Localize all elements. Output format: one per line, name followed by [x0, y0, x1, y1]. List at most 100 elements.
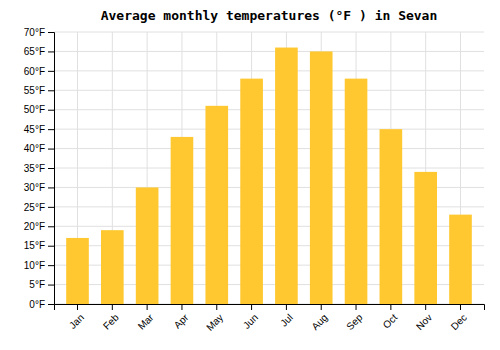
y-tick: 45°F: [24, 124, 54, 135]
grid-line-y: [54, 51, 484, 52]
x-tick: Sep: [344, 304, 365, 332]
y-tick-label: 10°F: [24, 260, 45, 271]
y-tick: 50°F: [24, 104, 54, 115]
x-tick-label: Aug: [309, 312, 329, 332]
grid-line-y: [54, 168, 484, 169]
x-axis: Jan Feb Mar Apr May Jun Jul Aug Sep Oct Nov Dec: [55, 304, 485, 333]
y-tick: 25°F: [24, 202, 54, 213]
y-tick: 10°F: [24, 260, 54, 271]
bars: [66, 48, 472, 304]
x-tick-mark: [356, 304, 357, 310]
y-tick-label: 0°F: [29, 299, 45, 310]
y-tick: 0°F: [29, 299, 54, 310]
x-tick: Apr: [172, 304, 191, 331]
bar: [380, 129, 403, 304]
y-tick-label: 55°F: [24, 85, 45, 96]
y-tick: 15°F: [24, 240, 54, 251]
x-tick: Aug: [309, 304, 329, 332]
grid-line-y: [54, 129, 484, 130]
x-tick-mark: [251, 304, 252, 310]
grid-line-y: [54, 32, 484, 33]
x-tick: May: [204, 304, 225, 333]
y-tick-mark: [48, 90, 54, 91]
x-tick: Nov: [414, 304, 434, 332]
y-axis: 0°F 5°F 10°F 15°F 20°F 25°F 30°F 35°F 40°F 45°F 50…: [24, 27, 55, 310]
chart-container: 0°F 5°F 10°F 15°F 20°F 25°F 30°F 35°F 40°F 45°F 50…: [0, 0, 500, 350]
y-tick-label: 65°F: [24, 46, 45, 57]
y-tick-mark: [48, 110, 54, 111]
y-tick-mark: [48, 226, 54, 227]
x-tick: Oct: [381, 304, 400, 331]
bar: [136, 187, 159, 304]
grid-line-y: [54, 70, 484, 71]
x-tick-mark: [425, 304, 426, 310]
y-tick-label: 35°F: [24, 163, 45, 174]
y-axis-line: [48, 33, 55, 305]
y-tick-mark: [48, 285, 54, 286]
x-tick-mark: [216, 304, 217, 310]
x-tick: Jul: [278, 304, 295, 329]
chart-svg: 0°F 5°F 10°F 15°F 20°F 25°F 30°F 35°F 40°F 45°F 50…: [0, 0, 500, 350]
x-tick-label: Feb: [101, 311, 121, 331]
grid-line-y: [54, 90, 484, 91]
bar: [414, 172, 437, 304]
x-tick-mark: [460, 304, 461, 310]
y-tick-mark: [48, 207, 54, 208]
x-tick-label: Dec: [449, 312, 469, 332]
x-tick: Dec: [449, 304, 469, 332]
x-tick-label: Apr: [172, 311, 191, 330]
y-tick-label: 15°F: [24, 240, 45, 251]
x-tick-label: Jul: [278, 312, 295, 329]
chart-title: Average monthly temperatures (°F ) in Se…: [101, 8, 438, 23]
y-tick-label: 25°F: [24, 202, 45, 213]
grid: [54, 32, 484, 304]
bar: [310, 51, 333, 304]
x-tick-label: Nov: [414, 312, 434, 332]
y-tick: 35°F: [24, 163, 54, 174]
x-tick: Mar: [136, 304, 156, 332]
y-tick-mark: [48, 51, 54, 52]
x-tick: Feb: [101, 304, 121, 332]
x-tick-mark: [77, 304, 78, 310]
y-tick-mark: [48, 168, 54, 169]
bar: [205, 106, 228, 304]
y-tick: 65°F: [24, 46, 54, 57]
x-tick-label: Jan: [67, 312, 86, 331]
bar: [240, 79, 263, 304]
y-tick-mark: [48, 265, 54, 266]
y-tick: 60°F: [24, 66, 54, 77]
bar: [171, 137, 194, 304]
bar: [101, 230, 124, 304]
bar: [345, 79, 368, 304]
y-tick: 5°F: [29, 279, 54, 290]
y-tick-label: 60°F: [24, 66, 45, 77]
y-tick-mark: [48, 32, 54, 33]
y-tick: 70°F: [24, 27, 54, 38]
x-tick-label: Sep: [344, 311, 365, 332]
x-tick-mark: [286, 304, 287, 310]
y-tick: 40°F: [24, 143, 54, 154]
x-tick-mark: [147, 304, 148, 310]
y-tick-label: 30°F: [24, 182, 45, 193]
bar: [449, 215, 472, 304]
x-tick-mark: [390, 304, 391, 310]
x-tick: Jan: [67, 304, 86, 331]
y-tick-label: 5°F: [29, 279, 45, 290]
y-tick-mark: [48, 246, 54, 247]
y-tick: 55°F: [24, 85, 54, 96]
y-tick: 30°F: [24, 182, 54, 193]
grid-line-y: [54, 109, 484, 110]
x-tick-label: May: [204, 312, 225, 333]
x-axis-line: [55, 305, 485, 311]
y-tick-label: 50°F: [24, 104, 45, 115]
bar: [66, 238, 89, 304]
y-tick-label: 40°F: [24, 143, 45, 154]
x-tick-label: Mar: [136, 311, 156, 331]
y-tick-mark: [48, 187, 54, 188]
x-tick-label: Oct: [381, 312, 400, 331]
y-tick-mark: [48, 71, 54, 72]
x-tick: Jun: [241, 304, 260, 331]
x-tick-mark: [181, 304, 182, 310]
grid-line-y: [54, 148, 484, 149]
y-tick: 20°F: [24, 221, 54, 232]
